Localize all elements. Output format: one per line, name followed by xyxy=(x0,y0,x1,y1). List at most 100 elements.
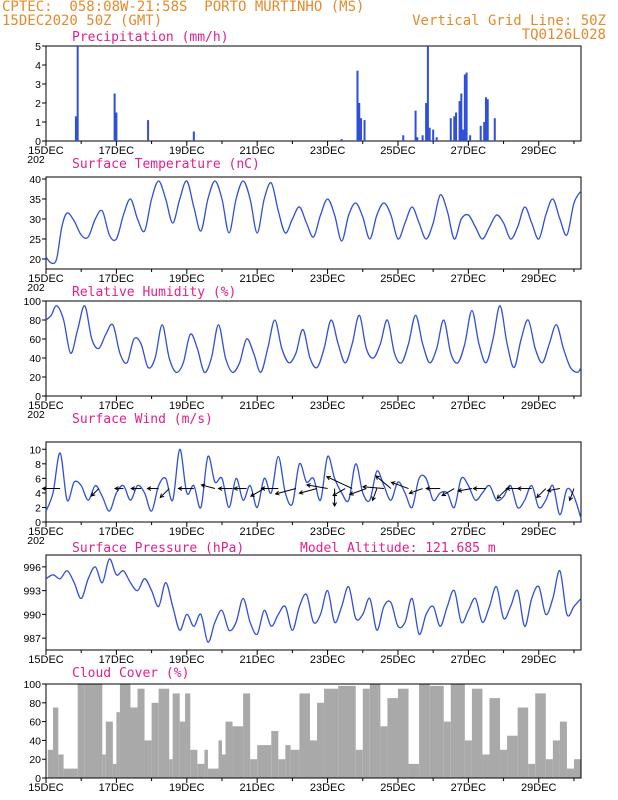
cloud-bar xyxy=(197,763,205,778)
wind-vector-head xyxy=(536,493,541,499)
cloud-bar xyxy=(397,688,409,778)
cloud-bar xyxy=(190,749,198,778)
wind-vector xyxy=(441,488,455,496)
x-tick-label: 23DEC xyxy=(310,273,346,285)
x-tick-label: 25DEC xyxy=(380,782,416,794)
x-tick-label: 21DEC xyxy=(239,145,275,157)
cloud-bar xyxy=(450,684,465,778)
cloud-bar xyxy=(408,763,420,778)
x-tick-label: 17DEC xyxy=(99,400,135,412)
precip-bar xyxy=(76,46,79,141)
precip-bar xyxy=(486,99,489,141)
panel-title: Relative Humidity (%) xyxy=(72,285,236,300)
cloud-bar xyxy=(158,688,170,778)
x-tick-label: 25DEC xyxy=(380,145,416,157)
y-tick-label: 35 xyxy=(29,194,41,206)
cloud-bar xyxy=(119,684,131,778)
y-tick-label: 0 xyxy=(35,391,41,403)
precip-bar xyxy=(428,127,431,141)
wind-vector-head xyxy=(361,484,367,490)
cloud-bar xyxy=(355,749,363,778)
wind-vector-head xyxy=(332,491,338,497)
plot-frame xyxy=(45,441,582,523)
x-tick-label: 27DEC xyxy=(451,400,487,412)
wind-vector-head xyxy=(113,486,119,491)
wind-vector-head xyxy=(305,483,311,488)
cloud-bar xyxy=(278,759,286,778)
x-tick-label: 17DEC xyxy=(99,273,135,285)
cloud-bar xyxy=(309,740,318,778)
precip-bar xyxy=(192,131,195,141)
cloud-bar xyxy=(338,685,356,778)
wind-vector-head xyxy=(425,486,430,491)
x-tick-label: 19DEC xyxy=(169,782,205,794)
cloud-bar xyxy=(573,759,581,778)
wind-vector-head xyxy=(232,486,238,491)
cloud-bar xyxy=(290,749,300,778)
cloud-bar xyxy=(507,735,518,778)
y-tick-label: 4 xyxy=(35,60,41,72)
x-tick-label: 29DEC xyxy=(521,145,557,157)
x-tick-label: 29DEC xyxy=(521,654,557,666)
precip-bar xyxy=(147,120,150,141)
y-tick-label: 987 xyxy=(23,633,41,645)
x-tick-label: 29DEC xyxy=(521,400,557,412)
cloud-bar xyxy=(77,684,85,778)
x-tick-label: 19DEC xyxy=(169,400,205,412)
x-tick-label: 21DEC xyxy=(239,782,275,794)
wind-vector-head xyxy=(260,486,266,491)
wind-vector xyxy=(569,488,575,501)
panel-4: 0 2 4 6 8 10 15DEC 17DEC 19DEC 21DEC 23DEC 25DEC 27D… xyxy=(27,412,582,547)
cloud-bar xyxy=(144,740,152,778)
cloud-bar xyxy=(559,721,567,778)
x-sublabel: 202 xyxy=(27,535,45,547)
x-tick-label: 21DEC xyxy=(239,654,275,666)
precip-bar xyxy=(402,135,405,141)
cloud-bar xyxy=(250,759,258,778)
cloud-bar xyxy=(243,693,251,778)
y-tick-label: 20 xyxy=(29,254,41,266)
model-altitude-label: Model Altitude: 121.685 m xyxy=(300,541,496,556)
precip-bar xyxy=(435,137,438,141)
cloud-bar xyxy=(443,721,451,778)
wind-vector xyxy=(299,488,318,494)
wind-vector-head xyxy=(457,488,463,493)
cloud-bar xyxy=(207,768,219,778)
y-tick-label: 20 xyxy=(29,372,41,384)
x-tick-label: 15DEC xyxy=(28,145,64,157)
cloud-bar xyxy=(482,754,490,778)
x-tick-label: 23DEC xyxy=(310,145,346,157)
wind-vector-head xyxy=(332,502,337,508)
cloud-bar xyxy=(324,688,339,778)
wind-vector xyxy=(91,488,100,497)
wind-vector xyxy=(372,488,378,501)
x-tick-label: 19DEC xyxy=(169,145,205,157)
y-tick-label: 80 xyxy=(29,698,41,710)
cloud-bar xyxy=(369,684,381,778)
cloud-bar xyxy=(299,693,310,778)
precip-bar xyxy=(469,135,472,141)
wind-vector-head xyxy=(516,486,522,491)
cloud-bar xyxy=(151,702,159,778)
wind-vector xyxy=(362,486,384,490)
cloud-bar xyxy=(58,754,64,778)
wind-vector-head xyxy=(90,491,96,497)
plot-frame xyxy=(45,176,582,270)
cloud-bar xyxy=(271,731,279,778)
precip-bar xyxy=(358,103,361,141)
x-tick-label: 23DEC xyxy=(310,526,346,538)
cloud-bar xyxy=(84,684,103,778)
cloud-bar xyxy=(552,740,560,778)
cloud-bar xyxy=(500,749,508,778)
cloud-bar xyxy=(362,688,370,778)
wind-vector xyxy=(547,488,560,492)
y-tick-label: 0 xyxy=(35,136,41,148)
precip-bar xyxy=(426,46,429,141)
y-tick-label: 4 xyxy=(35,488,41,500)
panel-title: Surface Temperature (nC) xyxy=(72,157,260,172)
precip-bar xyxy=(356,70,359,141)
x-tick-label: 27DEC xyxy=(451,145,487,157)
y-tick-label: 0 xyxy=(35,773,41,785)
x-tick-label: 25DEC xyxy=(380,654,416,666)
